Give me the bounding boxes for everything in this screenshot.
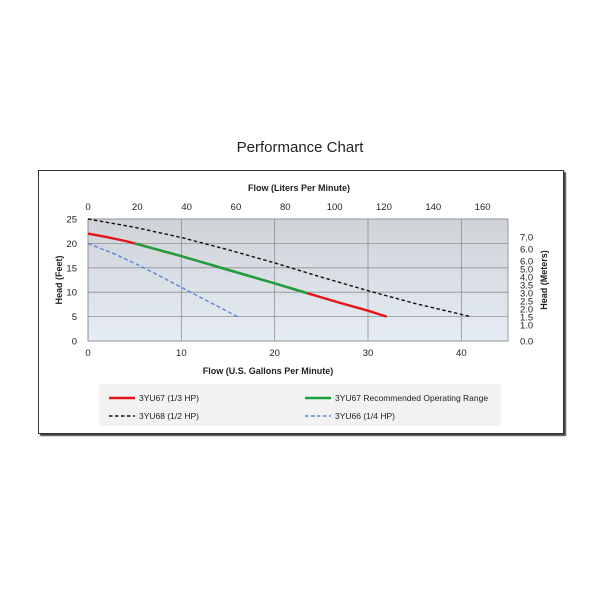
y2-tick-label: 1.5: [520, 312, 533, 323]
y2-tick-label: 2.5: [520, 296, 533, 307]
y-tick-label: 10: [66, 288, 77, 299]
x-tick-label: 0: [85, 348, 90, 359]
x2-tick-label: 20: [132, 202, 143, 213]
x-tick-label: 30: [363, 348, 374, 359]
series-line: [87, 242, 238, 318]
legend-label: 3YU66 (1/4 HP): [335, 411, 395, 421]
grid-lines: [87, 218, 508, 342]
x2-tick-label: 40: [181, 202, 192, 213]
y-tick-label: 25: [66, 215, 77, 226]
x-tick-label: 40: [456, 348, 467, 359]
x2-tick-label: 120: [376, 202, 392, 213]
series-line: [87, 218, 471, 318]
legend: 3YU67 (1/3 HP) 3YU67 Recommended Operatin…: [109, 393, 488, 421]
x2-tick-label: 80: [280, 202, 291, 213]
y2-tick-label: 5.0: [520, 264, 533, 275]
x2-tick-label: 60: [231, 202, 242, 213]
legend-label: 3YU68 (1/2 HP): [139, 411, 199, 421]
x-tick-label: 20: [269, 348, 280, 359]
y2-tick-label: 3.5: [520, 280, 533, 291]
x-tick-label: 10: [176, 348, 187, 359]
legend-label: 3YU67 Recommended Operating Range: [335, 393, 488, 403]
y2-tick-label: 7.0: [520, 232, 533, 243]
y2-tick-label: 2.0: [520, 304, 533, 315]
y2-tick-label: 4.0: [520, 272, 533, 283]
chart-frame: 0 10 20 30 40 0 5 10 15 20 25 0 20 40 60 80 100 120 140 160…: [38, 170, 564, 434]
series-line: [134, 242, 308, 295]
y2-tick-label: 1.0: [520, 320, 533, 331]
performance-chart: 0 10 20 30 40 0 5 10 15 20 25 0 20 40 60 80 100 120 140 160…: [54, 183, 549, 426]
plot-area: [87, 218, 509, 342]
y-tick-label: 15: [66, 263, 77, 274]
y-tick-label: 20: [66, 239, 77, 250]
page-title: Performance Chart: [236, 139, 364, 156]
y2-tick-label: 3.0: [520, 288, 533, 299]
y-tick-label: 5: [72, 312, 77, 323]
legend-box: [99, 384, 501, 426]
y-axis-title: Head (Feet): [54, 255, 64, 304]
x2-tick-label: 100: [327, 202, 343, 213]
y2-tick-label: 0.0: [520, 337, 533, 348]
y2-tick-label: 6.0: [520, 256, 533, 267]
y2-tick-label: 6.0: [520, 244, 533, 255]
x2-axis-title: Flow (Liters Per Minute): [248, 183, 350, 193]
y2-axis-title: Head (Meters): [539, 250, 549, 310]
x2-tick-label: 0: [85, 202, 90, 213]
legend-label: 3YU67 (1/3 HP): [139, 393, 199, 403]
x2-tick-label: 140: [425, 202, 441, 213]
y-tick-label: 0: [72, 337, 77, 348]
series-layer: [87, 218, 471, 318]
tick-labels: 0 10 20 30 40 0 5 10 15 20 25 0 20 40 60 80 100 120 140 160…: [66, 202, 533, 359]
x-axis-title: Flow (U.S. Gallons Per Minute): [203, 366, 334, 376]
x2-tick-label: 160: [475, 202, 491, 213]
